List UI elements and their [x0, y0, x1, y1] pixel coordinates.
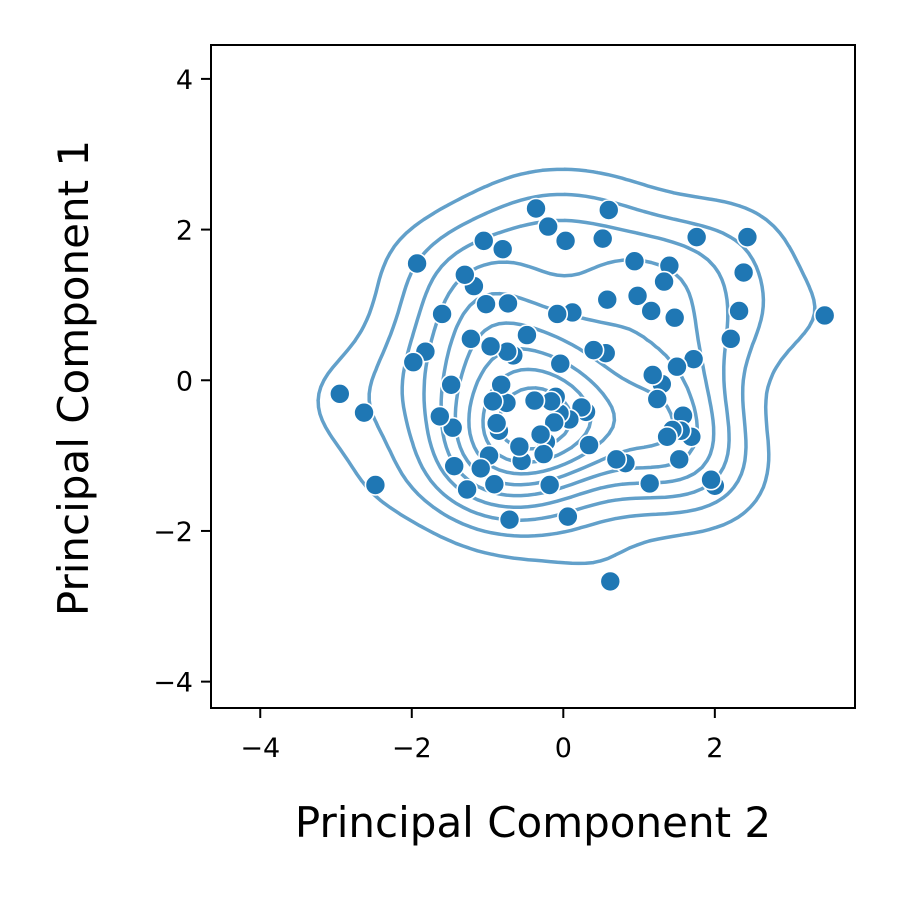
- data-point: [472, 230, 495, 252]
- data-point: [475, 293, 497, 315]
- data-point: [456, 478, 478, 501]
- data-point: [543, 411, 566, 434]
- data-point: [638, 472, 661, 495]
- data-point: [443, 455, 466, 477]
- x-tick-label: 2: [706, 733, 723, 764]
- data-point: [406, 252, 428, 275]
- data-point: [516, 324, 538, 346]
- data-point: [623, 250, 646, 273]
- x-tick-label: 0: [555, 733, 572, 764]
- data-point: [599, 570, 622, 593]
- scatter-points: [328, 197, 836, 593]
- data-point: [353, 401, 375, 424]
- data-point: [582, 339, 605, 361]
- data-point: [523, 389, 546, 412]
- data-point: [591, 227, 614, 250]
- data-point: [685, 226, 708, 248]
- data-point: [497, 292, 519, 315]
- y-axis-ticks: −4 −2 0 2 4: [153, 65, 211, 699]
- density-contour-level: [316, 167, 817, 566]
- data-point: [525, 197, 547, 220]
- x-tick-label: −4: [240, 733, 280, 764]
- data-point: [537, 215, 559, 238]
- data-point: [508, 435, 531, 458]
- data-point: [626, 285, 649, 307]
- data-point: [538, 474, 561, 496]
- y-tick-label: 2: [176, 216, 193, 247]
- data-point: [469, 457, 492, 480]
- data-point: [482, 390, 504, 413]
- data-point: [402, 351, 425, 373]
- data-point: [554, 230, 577, 252]
- data-point: [364, 474, 387, 496]
- data-point: [498, 508, 521, 531]
- data-point: [640, 300, 662, 322]
- x-axis-label: Principal Component 2: [295, 798, 771, 847]
- y-tick-label: 4: [176, 65, 193, 96]
- data-point: [529, 423, 552, 446]
- data-point: [605, 448, 628, 471]
- data-point: [485, 412, 508, 435]
- data-point: [454, 263, 476, 286]
- data-point: [719, 328, 742, 350]
- data-point: [429, 405, 451, 428]
- data-point: [646, 388, 669, 410]
- data-point: [700, 468, 722, 491]
- data-point: [549, 352, 572, 375]
- y-axis-label: Principal Component 1: [49, 140, 98, 616]
- data-point: [656, 425, 678, 448]
- data-point: [666, 355, 688, 378]
- data-point: [578, 434, 600, 456]
- y-tick-label: −2: [153, 517, 193, 548]
- x-axis-ticks: −4 −2 0 2: [240, 708, 723, 764]
- data-point: [479, 335, 502, 358]
- data-point: [597, 199, 620, 221]
- data-point: [328, 383, 351, 405]
- plot-frame: [210, 44, 856, 709]
- data-point: [653, 270, 675, 293]
- data-point: [668, 448, 691, 471]
- data-point: [483, 473, 506, 496]
- data-point: [732, 261, 755, 284]
- data-point: [641, 364, 664, 386]
- data-point: [736, 226, 759, 248]
- data-point: [813, 304, 836, 327]
- data-point: [663, 306, 686, 329]
- data-point: [491, 238, 514, 260]
- y-tick-label: 0: [176, 366, 193, 397]
- x-tick-label: −2: [392, 733, 432, 764]
- data-point: [546, 303, 569, 325]
- y-tick-label: −4: [153, 668, 193, 699]
- data-point: [728, 300, 750, 322]
- data-point: [596, 288, 619, 311]
- data-point: [460, 328, 482, 350]
- data-point: [532, 443, 555, 465]
- data-point: [557, 505, 579, 528]
- data-point: [431, 303, 453, 325]
- data-point: [440, 373, 462, 396]
